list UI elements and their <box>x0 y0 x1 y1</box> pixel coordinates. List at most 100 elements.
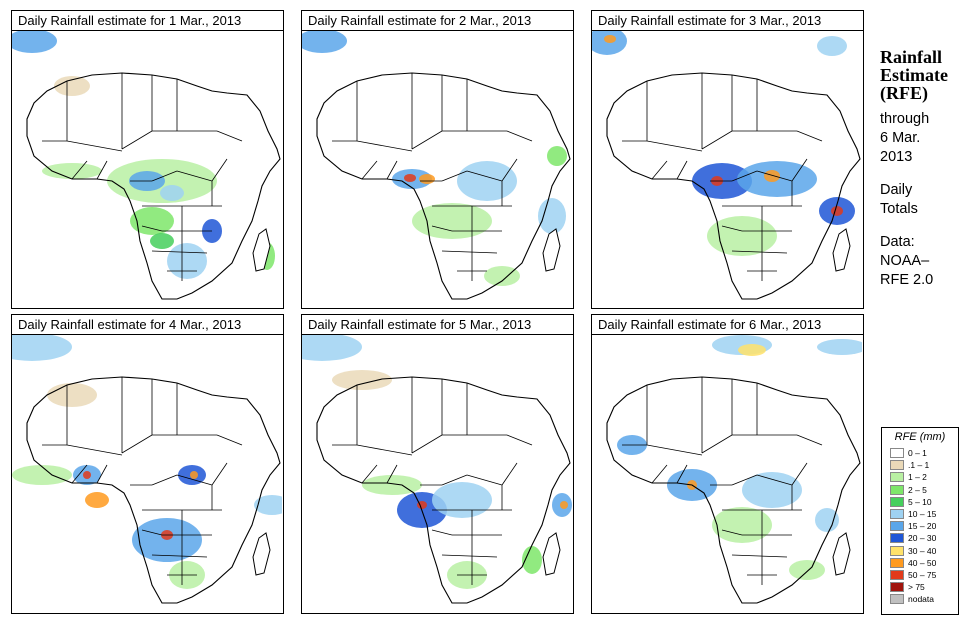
country-border <box>646 140 703 152</box>
country-border <box>646 444 703 456</box>
period-line-2: Totals <box>880 201 918 217</box>
country-border <box>466 170 503 182</box>
country-border <box>731 474 758 486</box>
country-border <box>791 158 808 182</box>
rainfall-map <box>592 335 863 613</box>
madagascar-outline <box>252 228 271 272</box>
rainfall-patch <box>560 501 568 509</box>
map-panel-3: Daily Rainfall estimate for 3 Mar., 2013 <box>591 10 864 309</box>
madagascar-outline <box>832 228 851 272</box>
legend-item: 1 – 2 <box>882 471 958 483</box>
legend-item: 40 – 50 <box>882 557 958 569</box>
coastline <box>606 72 861 300</box>
legend-swatch <box>890 496 904 507</box>
country-border <box>176 170 213 182</box>
country-border <box>441 554 498 558</box>
map-panel-5: Daily Rainfall estimate for 5 Mar., 2013 <box>301 314 574 614</box>
madagascar-outline <box>542 532 561 576</box>
country-border <box>121 130 153 150</box>
rainfall-patch <box>12 29 57 53</box>
africa-map-svg <box>12 29 281 300</box>
rainfall-patch <box>457 161 517 201</box>
country-border <box>96 464 108 484</box>
madagascar-outline <box>542 228 561 272</box>
country-border <box>441 474 468 486</box>
period-line-1: Daily <box>880 182 913 198</box>
legend-item: nodata <box>882 593 958 605</box>
legend-item: 15 – 20 <box>882 520 958 532</box>
country-border <box>731 554 788 558</box>
coastline <box>26 376 281 604</box>
country-border <box>361 160 378 180</box>
rainfall-patch <box>160 185 184 201</box>
country-border <box>651 464 668 484</box>
legend-item: 20 – 30 <box>882 532 958 544</box>
through-label: through <box>880 111 930 127</box>
country-border <box>411 434 443 454</box>
legend-item: 10 – 15 <box>882 508 958 520</box>
legend-swatch <box>890 509 904 520</box>
title-line-3: (RFE) <box>880 83 928 103</box>
country-border <box>216 434 243 446</box>
legend-label: 50 – 75 <box>908 569 937 580</box>
africa-map-svg <box>302 333 572 604</box>
rainfall-patch <box>712 507 772 543</box>
country-border <box>796 130 823 142</box>
rainfall-patch <box>742 472 802 508</box>
rainfall-patch <box>85 492 109 508</box>
rainfall-patch <box>302 29 347 53</box>
rainfall-map <box>302 29 572 308</box>
rainfall-patch <box>412 203 492 239</box>
madagascar-outline <box>252 532 271 576</box>
rainfall-patch <box>484 266 520 286</box>
country-border <box>731 250 788 254</box>
country-border <box>71 160 88 180</box>
rainfall-patch <box>817 36 847 56</box>
country-border <box>96 160 108 180</box>
legend-item: 2 – 5 <box>882 484 958 496</box>
legend-swatch <box>890 448 904 459</box>
data-source-line-1: NOAA– <box>880 253 930 269</box>
country-border <box>151 170 178 182</box>
country-border <box>721 529 743 536</box>
panel-title: Daily Rainfall estimate for 2 Mar., 2013 <box>302 11 573 31</box>
legend-item: .1 – 1 <box>882 459 958 471</box>
country-border <box>721 225 743 232</box>
country-border <box>66 444 123 456</box>
rainfall-patch <box>419 174 435 184</box>
legend-item: 0 – 1 <box>882 447 958 459</box>
rainfall-patch <box>817 339 863 355</box>
legend-swatch <box>890 472 904 483</box>
rainfall-patch <box>789 560 825 580</box>
country-border <box>151 474 178 486</box>
legend-swatch <box>890 484 904 495</box>
country-border <box>651 160 668 180</box>
country-border <box>211 158 228 182</box>
country-border <box>466 474 503 486</box>
legend-label: 1 – 2 <box>908 472 927 483</box>
africa-map-svg <box>592 27 861 300</box>
country-border <box>121 434 153 454</box>
legend-label: .1 – 1 <box>908 460 930 471</box>
end-date-line-2: 2013 <box>880 149 913 165</box>
land-area <box>27 377 280 603</box>
map-panel-6: Daily Rainfall estimate for 6 Mar., 2013 <box>591 314 864 614</box>
rainfall-patch <box>47 383 97 407</box>
country-border <box>701 130 733 150</box>
rainfall-patch <box>764 170 780 182</box>
legend-swatch <box>890 569 904 580</box>
panel-title: Daily Rainfall estimate for 6 Mar., 2013 <box>592 315 863 335</box>
title-line-1: Rainfall <box>880 47 943 67</box>
map-panel-2: Daily Rainfall estimate for 2 Mar., 2013 <box>301 10 574 309</box>
madagascar-outline <box>832 532 851 576</box>
rainfall-patch <box>522 546 542 574</box>
africa-map-svg <box>302 29 571 300</box>
legend-item: 5 – 10 <box>882 496 958 508</box>
rainfall-patch <box>150 233 174 249</box>
africa-map-svg <box>606 335 863 604</box>
coastline <box>316 376 571 604</box>
country-border <box>731 170 758 182</box>
country-border <box>501 462 518 486</box>
legend-swatch <box>890 594 904 605</box>
